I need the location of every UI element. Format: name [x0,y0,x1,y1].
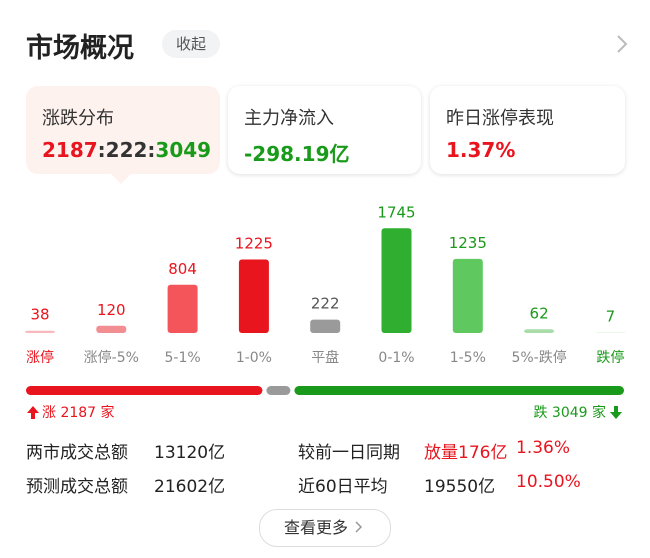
category-label: 涨停-5% [84,349,139,366]
value-label: 1235 [449,234,487,252]
bar [310,319,341,333]
stat-cell: 两市成交总额 [26,443,128,463]
bar [524,329,555,333]
value-label: 38 [30,306,49,324]
category-label: 5%-跌停 [511,349,566,366]
stat-cell: 13120亿 [154,443,226,463]
card[interactable]: 涨跌分布 2187:222:3049 [26,86,220,174]
category-label: 5-1% [165,350,201,366]
card[interactable]: 主力净流入 -298.19亿 [228,86,421,174]
bar [167,284,198,333]
value-label: 62 [530,304,549,322]
rise-label: 涨 2187 家 [42,404,115,421]
distribution-chart: 38 涨停 120 涨停-5% 804 5-1% 1225 1-0% 222 平盘 1745 0-1%… [25,203,626,421]
bar [381,228,412,333]
card[interactable]: 昨日涨停表现 1.37% [430,86,625,174]
ratio-segment [266,386,291,395]
value-label: 1225 [235,235,273,253]
collapse-button[interactable]: 收起 [162,30,221,58]
title: 市场概况 [26,33,134,64]
rise-count: 2187 [42,138,98,162]
card-value: 1.37% [446,138,516,162]
pointer [110,173,132,184]
ratio-segment [294,386,624,395]
card-value: 2187:222:3049 [42,138,211,162]
value-label: 120 [97,301,126,319]
stat-cell: 21602亿 [154,477,226,497]
card-label: 主力净流入 [244,108,334,129]
category-label: 涨停 [26,349,54,366]
stat-cell: 19550亿 [424,477,496,497]
sep: : [147,138,156,162]
value-label: 1745 [377,203,415,221]
category-label: 1-0% [236,350,272,366]
stat-cell: 近60日平均 [298,477,388,497]
bar [96,325,127,333]
flat-count: 222 [105,138,148,162]
bar [452,258,483,333]
chevron [355,521,363,533]
ratio-segment [26,386,263,395]
stat-cell: 10.50% [516,472,581,492]
stat-cell: 预测成交总额 [26,477,128,497]
value-label: 7 [606,308,616,326]
value-label: 222 [311,295,340,313]
down-arrow [610,406,622,419]
category-label: 1-5% [450,350,486,366]
stat-cell: 较前一日同期 [298,443,400,463]
category-label: 平盘 [311,349,339,366]
sep: : [97,138,106,162]
more-label: 查看更多 [283,518,348,537]
bar [25,330,55,333]
stat-cell: 放量176亿 [424,443,508,463]
more-button[interactable]: 查看更多 [259,509,391,547]
bar [238,259,269,333]
category-label: 跌停 [596,349,624,366]
chevron[interactable] [612,32,632,56]
card-value: -298.19亿 [244,142,350,166]
card-label: 昨日涨停表现 [446,108,554,129]
value-label: 804 [168,260,197,278]
fall-count: 3049 [155,138,212,162]
up-arrow [27,406,39,419]
card-label: 涨跌分布 [42,108,114,129]
stat-cell: 1.36% [516,438,571,458]
category-label: 0-1% [378,350,414,366]
fall-label: 跌 3049 家 [533,404,606,421]
